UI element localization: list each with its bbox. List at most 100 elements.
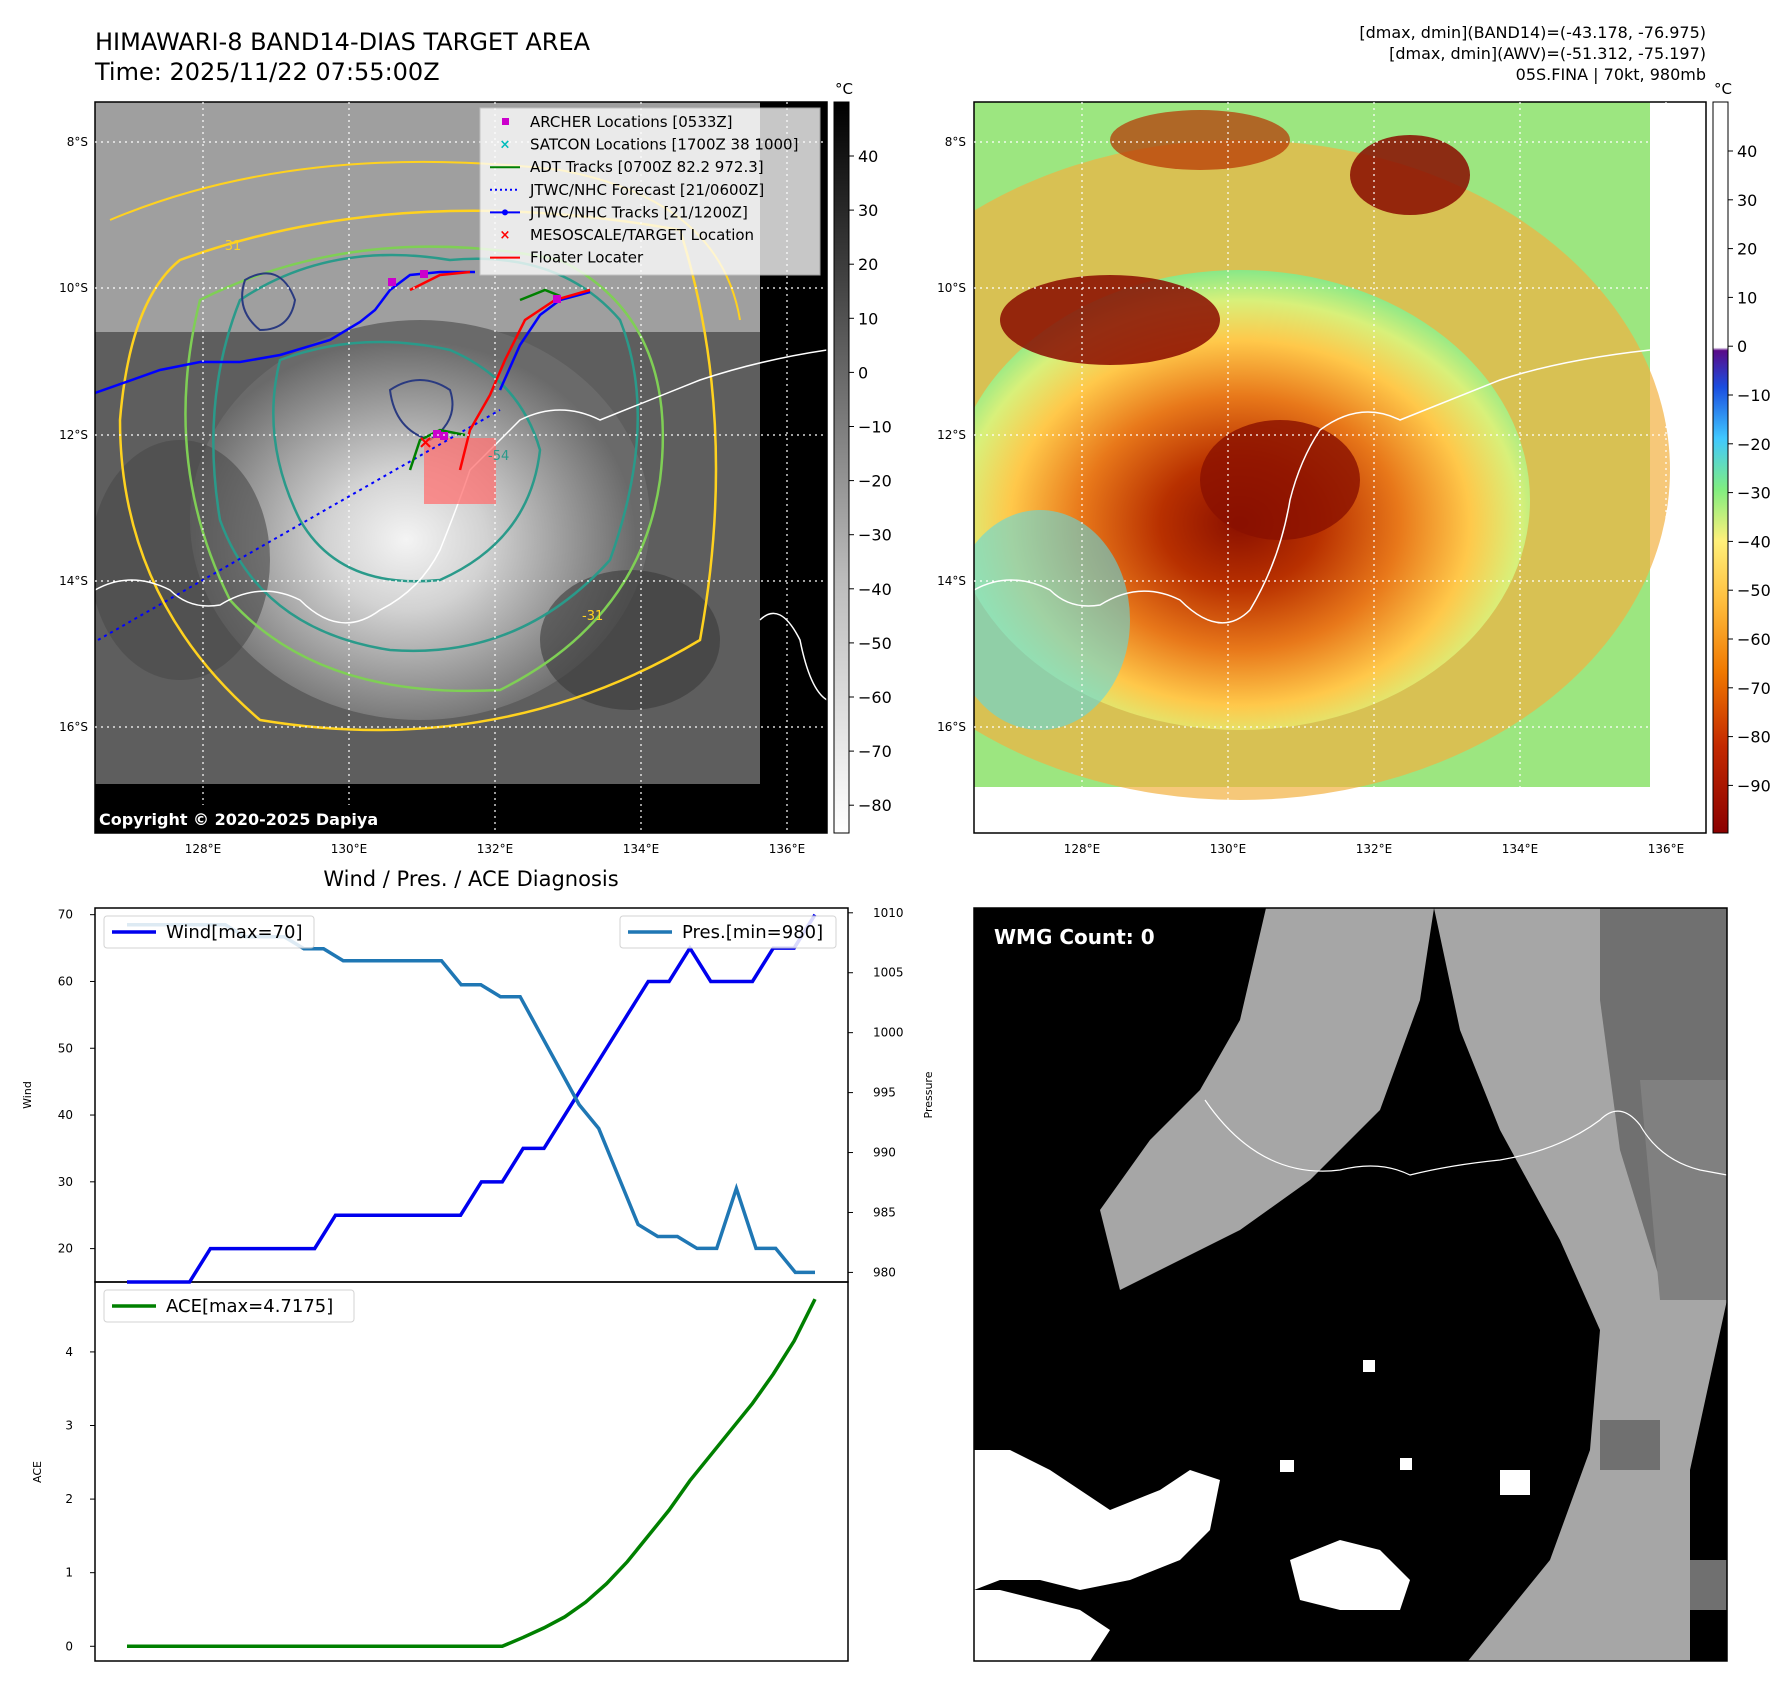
- pressure-series-line: [127, 923, 815, 1275]
- wv-lat-label: 14°S: [937, 574, 966, 588]
- wind-legend: Wind[max=70]: [103, 915, 315, 949]
- x-marker-icon: ×: [500, 228, 511, 243]
- pressure-legend: Pres.[min=980]: [619, 915, 837, 949]
- ir-lat-labels: 8°S 10°S 12°S 14°S 16°S: [59, 135, 88, 734]
- y-tick-label: 60: [58, 974, 73, 988]
- colorbar-tick-label: 40: [858, 147, 878, 166]
- colorbar-tick-label: −50: [1737, 581, 1771, 600]
- diag-title: Wind / Pres. / ACE Diagnosis: [323, 867, 618, 891]
- wv-lon-label: 136°E: [1648, 842, 1685, 856]
- legend-entry: JTWC/NHC Forecast [21/0600Z]: [490, 181, 764, 199]
- ir-panel-frame: [94, 101, 828, 834]
- ir-legend: ARCHER Locations [0533Z] × SATCON Location…: [479, 107, 821, 276]
- wv-lat-label: 8°S: [945, 135, 966, 149]
- ir-lat-label: 14°S: [59, 574, 88, 588]
- legend-entry: Floater Locater: [490, 249, 644, 267]
- ir-lon-label: 128°E: [185, 842, 222, 856]
- ir-lat-label: 12°S: [59, 428, 88, 442]
- colorbar-tick-label: −90: [1737, 776, 1771, 795]
- ir-lat-label: 10°S: [59, 281, 88, 295]
- y-tick-label: 20: [58, 1242, 73, 1256]
- legend-label: Floater Locater: [530, 249, 644, 267]
- wv-panel: [974, 102, 1706, 833]
- wv-lon-label: 132°E: [1356, 842, 1393, 856]
- colorbar-tick-label: 10: [858, 309, 878, 328]
- wv-lon-label: 134°E: [1502, 842, 1539, 856]
- ir-colorbar: [833, 101, 850, 834]
- ace-legend: ACE[max=4.7175]: [103, 1289, 355, 1323]
- y2-tick-label: 1010: [873, 906, 904, 920]
- ir-colorbar-unit: °C: [835, 80, 853, 98]
- ace-axes: [94, 1281, 849, 1662]
- colorbar-tick-label: −40: [858, 580, 892, 599]
- wv-colorbar-ticks: 40 30 20 10 0 −10 −20 −30 −40 −50 −60 −70 −80 −90: [1728, 142, 1771, 795]
- colorbar-tick-label: −70: [1737, 679, 1771, 698]
- y2-tick-label: 990: [873, 1146, 896, 1160]
- colorbar-tick-label: 20: [858, 255, 878, 274]
- wv-lon-label: 128°E: [1064, 842, 1101, 856]
- colorbar-tick-label: −60: [1737, 630, 1771, 649]
- colorbar-tick-label: −30: [858, 526, 892, 545]
- square-marker-icon: [502, 118, 509, 125]
- svg-text:×: ×: [418, 432, 433, 453]
- wv-lon-label: 130°E: [1210, 842, 1247, 856]
- colorbar-tick-label: 0: [858, 363, 868, 382]
- wmg-label-box: [986, 920, 1168, 952]
- colorbar-tick-label: −80: [1737, 728, 1771, 747]
- wv-lat-label: 16°S: [937, 720, 966, 734]
- legend-label: MESOSCALE/TARGET Location: [530, 226, 754, 244]
- colorbar-tick-label: −60: [858, 688, 892, 707]
- colorbar-tick-label: 10: [1737, 288, 1757, 307]
- legend-entry: ARCHER Locations [0533Z]: [502, 113, 733, 131]
- colorbar-tick-label: −10: [858, 418, 892, 437]
- ir-lat-label: 16°S: [59, 720, 88, 734]
- info-band14: [dmax, dmin](BAND14)=(-43.178, -76.975): [1359, 23, 1706, 42]
- legend-label: ARCHER Locations [0533Z]: [530, 113, 733, 131]
- ir-lon-labels: 128°E 130°E 132°E 134°E 136°E: [185, 842, 806, 856]
- ace-series-line: [127, 1298, 817, 1649]
- colorbar-tick-label: −50: [858, 634, 892, 653]
- ir-contour-label: -54: [488, 449, 509, 464]
- diag-chart: 203040506070Wind980985990995100010051010…: [21, 906, 935, 1662]
- wv-lat-label: 12°S: [937, 428, 966, 442]
- wv-lat-labels: 8°S 10°S 12°S 14°S 16°S: [937, 135, 966, 734]
- y2-tick-label: 1000: [873, 1026, 904, 1040]
- y-tick-label: 40: [58, 1108, 73, 1122]
- wv-gridlines: [974, 102, 1706, 833]
- wv-colorbar: [1712, 101, 1729, 834]
- wmg-panel: [974, 908, 1727, 1661]
- y2-tick-label: 995: [873, 1086, 896, 1100]
- ir-lon-label: 134°E: [623, 842, 660, 856]
- colorbar-tick-label: 20: [1737, 240, 1757, 259]
- ir-colorbar-ticks: 40 30 20 10 0 −10 −20 −30 −40 −50 −60 −70 −80: [849, 147, 892, 815]
- ir-lon-label: 130°E: [331, 842, 368, 856]
- colorbar-tick-label: −70: [858, 742, 892, 761]
- y-tick-label: 70: [58, 908, 73, 922]
- wind-pressure-axes: [94, 907, 849, 1283]
- wv-colorbar-unit: °C: [1714, 80, 1732, 98]
- pressure-axis-label: Pressure: [922, 1071, 935, 1118]
- wv-lon-labels: 128°E 130°E 132°E 134°E 136°E: [1064, 842, 1685, 856]
- y2-tick-label: 985: [873, 1205, 896, 1219]
- ir-contour-label: -31: [220, 239, 241, 254]
- legend-label: Wind[max=70]: [166, 922, 303, 943]
- dot-marker-icon: [502, 209, 508, 216]
- y2-tick-label: 980: [873, 1265, 896, 1279]
- colorbar-tick-label: 30: [858, 201, 878, 220]
- colorbar-tick-label: −20: [1737, 435, 1771, 454]
- y-tick-label: 2: [65, 1492, 73, 1506]
- copyright-label: Copyright © 2020-2025 Dapiya: [99, 810, 378, 829]
- y-tick-label: 30: [58, 1175, 73, 1189]
- y-tick-label: 4: [65, 1345, 73, 1359]
- colorbar-tick-label: −10: [1737, 386, 1771, 405]
- colorbar-tick-label: −80: [858, 796, 892, 815]
- y2-tick-label: 1005: [873, 966, 904, 980]
- ace-axis-label: ACE: [31, 1461, 44, 1483]
- y-tick-label: 3: [65, 1419, 73, 1433]
- y-tick-label: 0: [65, 1639, 73, 1653]
- wind-axis-label: Wind: [21, 1081, 34, 1109]
- x-marker-icon: ×: [500, 138, 511, 153]
- wmg-count-label: WMG Count: 0: [994, 925, 1155, 949]
- legend-entry: × MESOSCALE/TARGET Location: [500, 226, 755, 244]
